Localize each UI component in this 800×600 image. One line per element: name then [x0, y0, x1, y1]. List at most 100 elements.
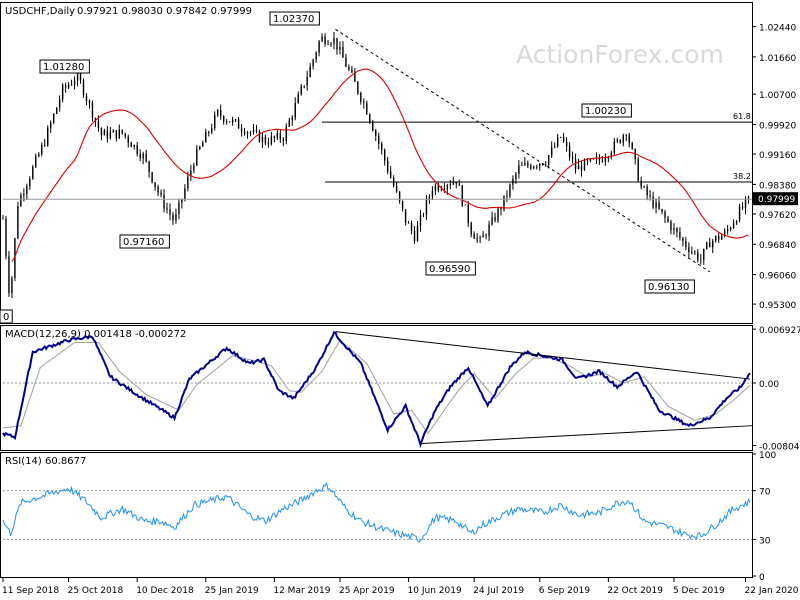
candle-body [291, 117, 293, 121]
swing-label-text: 0.96130 [648, 282, 689, 293]
candle-body [64, 85, 67, 88]
candle-body [157, 187, 159, 193]
candle-body [79, 70, 82, 81]
rsi-title: RSI(14) 60.8677 [5, 456, 86, 467]
candle-body [121, 129, 123, 134]
candle-body [372, 122, 374, 131]
candle-body [717, 236, 720, 240]
candle-body [112, 130, 115, 133]
candle-body [488, 224, 490, 237]
candle-body [357, 81, 359, 94]
candle-body [354, 72, 356, 82]
candle-body [85, 95, 88, 101]
swing-label-box [39, 59, 90, 74]
candle-body [521, 165, 523, 166]
candle-body [375, 130, 377, 136]
candle-body [428, 196, 431, 200]
candle-body [297, 94, 299, 104]
candle-body [631, 143, 633, 149]
ma-series-line [11, 68, 749, 262]
candle-body [11, 277, 13, 294]
rsi-tick-label: 0 [759, 573, 765, 583]
candle-body [503, 195, 505, 210]
macd-trendline [335, 331, 751, 380]
candle-body [190, 170, 192, 177]
candle-body [694, 251, 696, 253]
date-tick-label: 5 Dec 2019 [673, 586, 725, 596]
chart-title: USDCHF,Daily [5, 6, 75, 17]
candle-body [574, 159, 577, 170]
candle-body [76, 70, 79, 81]
price-tick-label: 0.95300 [759, 301, 796, 311]
candle-body [91, 102, 94, 119]
candle-body [339, 46, 341, 50]
candle-body [327, 43, 329, 45]
swing-label-text: 0.96590 [429, 264, 470, 275]
date-tick-label: 10 Jun 2019 [408, 586, 462, 596]
candle-body [715, 236, 717, 241]
candle-body [151, 172, 153, 183]
candle-body [249, 132, 252, 134]
candle-body [318, 41, 320, 53]
candle-body [243, 131, 246, 135]
candle-body [452, 181, 454, 185]
candle-body [476, 237, 478, 239]
candle-body [571, 157, 574, 160]
candle-body [685, 241, 687, 248]
candle-body [539, 163, 541, 167]
candle-body [52, 113, 55, 123]
candle-body [530, 165, 532, 169]
candle-body [255, 129, 258, 131]
candle-body [515, 173, 517, 179]
candle-body [175, 214, 177, 221]
candle-body [55, 107, 58, 114]
candle-body [509, 184, 511, 196]
candle-body [610, 152, 613, 157]
swing-label-box [581, 103, 632, 118]
candle-body [545, 164, 547, 166]
candle-body [94, 118, 97, 121]
candle-body [109, 132, 112, 139]
candle-body [703, 248, 705, 260]
candle-body [2, 218, 4, 220]
candle-body [568, 146, 571, 158]
candle-body [720, 235, 723, 240]
candle-body [70, 84, 73, 86]
candle-body [479, 237, 481, 239]
date-tick-label: 11 Sep 2018 [2, 586, 59, 596]
candle-body [398, 191, 401, 201]
candle-body [652, 196, 654, 208]
candle-body [392, 177, 395, 187]
candle-body [506, 195, 508, 197]
candle-body [106, 130, 109, 139]
candle-body [139, 153, 141, 159]
candle-body [228, 121, 231, 123]
macd-tick-label: -0.008049 [759, 442, 800, 452]
candle-body [709, 242, 711, 248]
candle-body [461, 185, 463, 206]
candle-body [321, 36, 323, 42]
candle-body [202, 142, 204, 147]
candle-body [434, 185, 437, 192]
candle-body [273, 136, 276, 138]
date-tick-label: 12 Mar 2019 [273, 586, 330, 596]
candle-body [735, 221, 738, 224]
candle-body [124, 133, 126, 137]
candle-body [494, 216, 496, 221]
candle-body [8, 256, 10, 294]
candle-body [178, 202, 180, 215]
candle-body [166, 208, 168, 210]
candle-body [425, 199, 428, 215]
price-tick-label: 0.96060 [759, 272, 796, 282]
swing-label-text: 0.97160 [123, 237, 164, 248]
swing-label-box [269, 11, 320, 26]
candle-body [607, 156, 610, 159]
candle-body [431, 191, 434, 197]
candle-body [637, 159, 639, 181]
candle-body [628, 135, 630, 144]
candle-body [225, 121, 228, 123]
candle-body [41, 144, 43, 155]
candle-body [100, 128, 103, 136]
candle-body [467, 204, 469, 224]
